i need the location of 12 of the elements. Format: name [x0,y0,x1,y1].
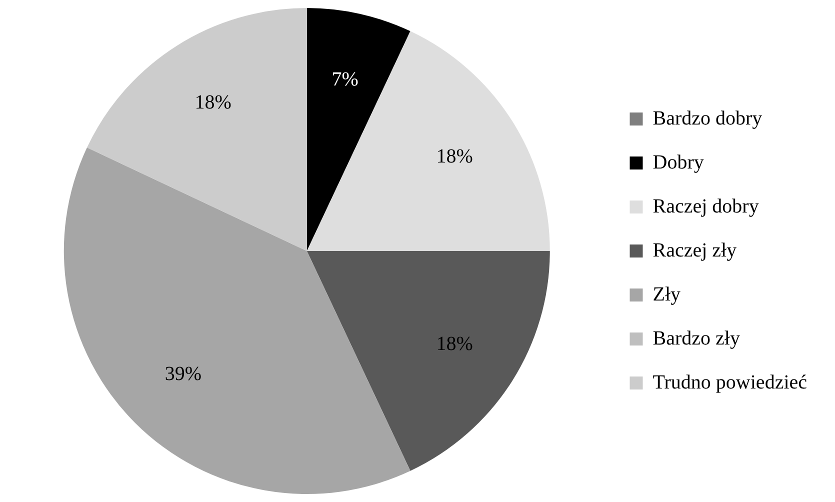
legend-label: Trudno powiedzieć [652,371,808,394]
legend-label: Bardzo dobry [652,107,762,130]
legend-label: Zły [652,283,681,306]
legend-label: Bardzo zły [652,327,740,350]
data-label: 7% [332,68,358,91]
legend-label: Raczej zły [652,239,737,262]
legend-label: Raczej dobry [652,195,759,218]
data-label: 18% [436,146,473,168]
data-label: 39% [164,362,202,385]
data-label: 18% [194,92,232,114]
data-label: 18% [436,333,473,355]
legend-label: Dobry [652,151,704,174]
